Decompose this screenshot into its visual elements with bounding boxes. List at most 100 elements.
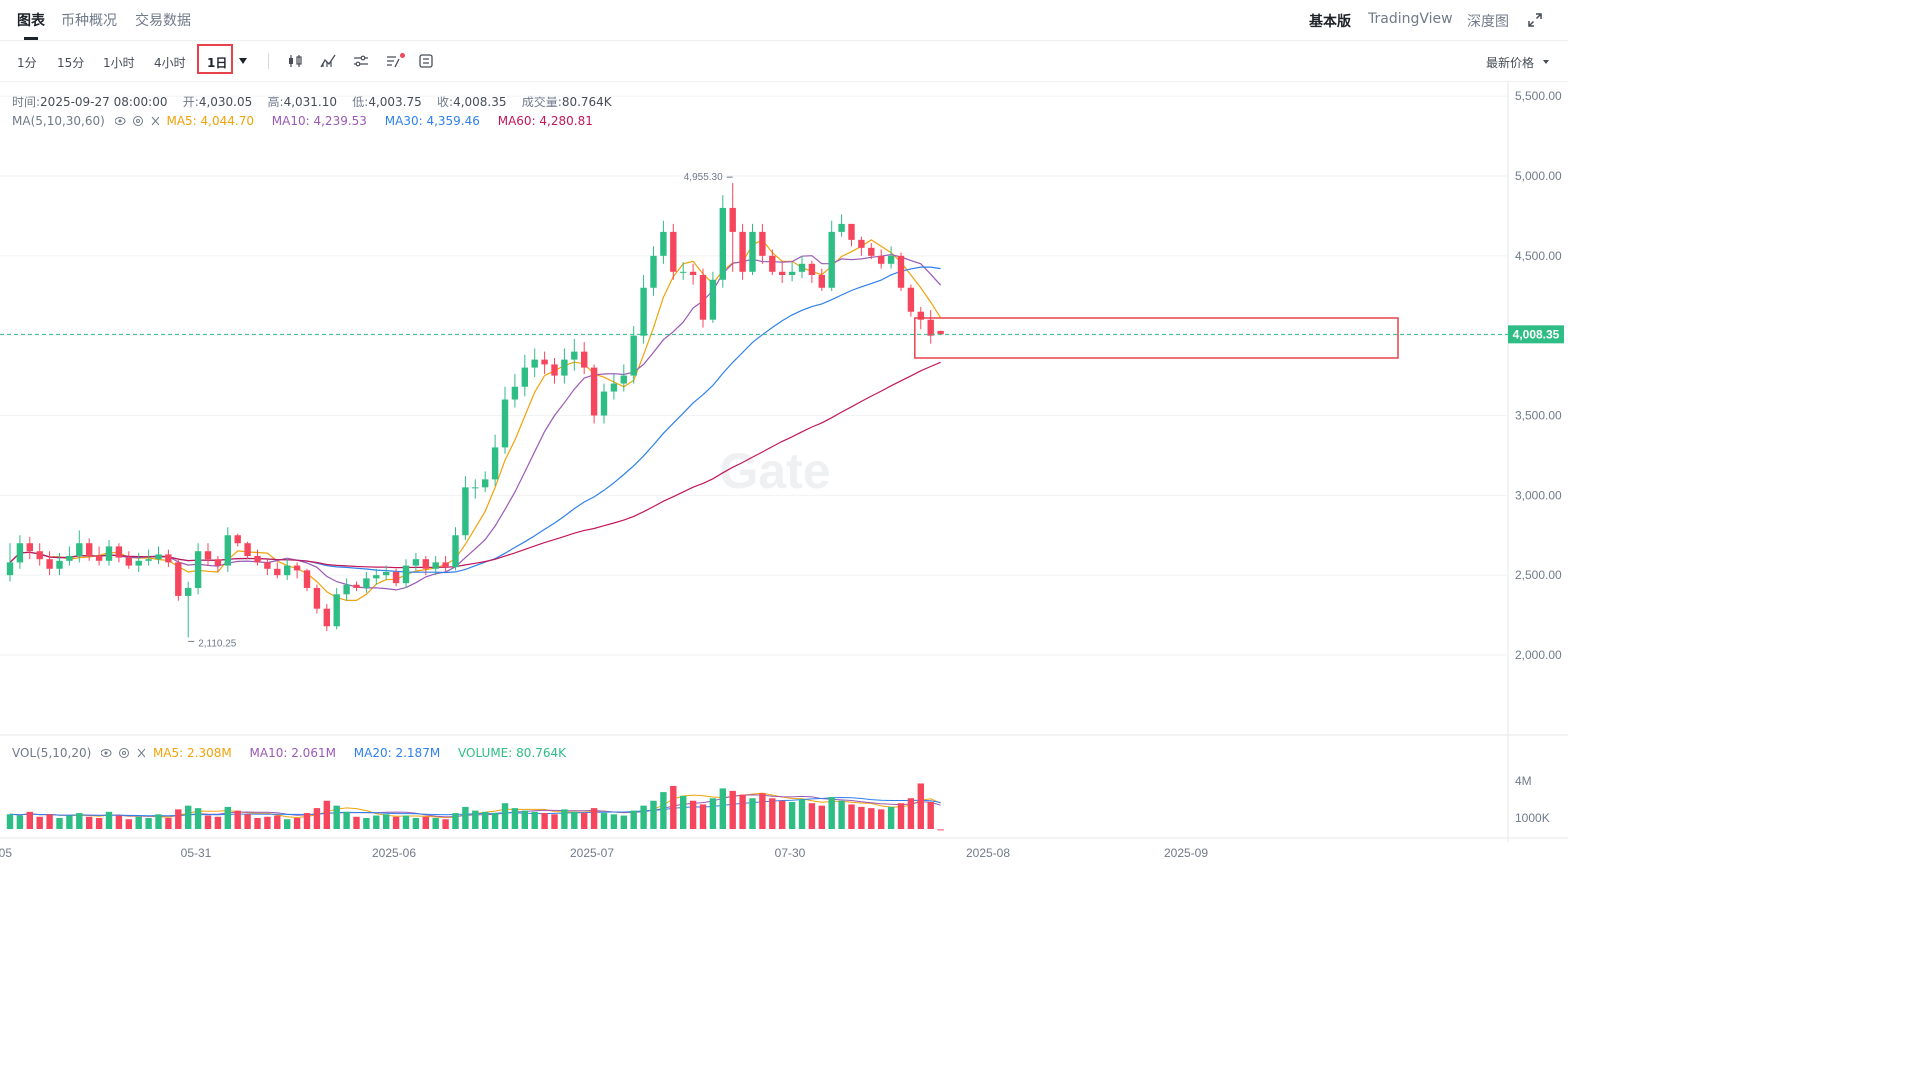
candle-body [521,367,528,387]
candle-body [303,570,311,588]
volume-bar [95,818,103,829]
tab-basic-version[interactable]: 基本版 [1309,14,1351,30]
price-type-select[interactable]: 最新价格 [1486,56,1535,70]
volume-tick-label: 1000K [1515,811,1550,825]
volume-bar [660,792,667,829]
volume-bar [927,801,934,829]
eye-icon[interactable] [114,117,126,125]
high-label: 高: [267,95,284,109]
time-tick-label: 5-05 [0,846,12,860]
indicator-icon[interactable] [320,53,336,69]
volume-bar [66,815,73,829]
candle-body [600,391,608,416]
tab-chart[interactable]: 图表 [17,13,45,29]
candle-body [769,255,776,272]
tab-coin-overview[interactable]: 币种概况 [61,13,117,29]
volume-bar [739,794,746,829]
candle-body [680,271,687,273]
volume-bar [729,790,736,829]
volume-bar [808,803,816,829]
volume-bar [571,811,578,829]
volume-bar [373,815,380,829]
candle-body [56,560,63,569]
candle-body [115,546,123,558]
volume-bar [125,819,132,829]
volume-bar [897,803,905,829]
candle-body [749,231,756,272]
volume-bar [610,814,618,829]
fullscreen-icon[interactable] [1528,12,1542,27]
candle-body [571,351,578,360]
candle-body [175,562,182,596]
timeframe-1h[interactable]: 1小时 [103,56,135,70]
candle-body [333,594,340,627]
candle-body [105,546,113,561]
timeframe-1d[interactable]: 1日 [207,56,228,70]
candle-body [541,359,548,365]
volume-bar [234,810,241,829]
ma30-line [9,266,941,574]
candle-body [125,557,132,566]
chart-toolbar: 1分 15分 1小时 4小时 1日 最新价格 [0,41,1568,82]
timeframe-selected-highlight [197,44,233,74]
settings-gear-icon[interactable] [119,748,130,758]
timeframe-4h[interactable]: 4小时 [154,56,186,70]
volume-bar [680,795,687,829]
tab-trading-data[interactable]: 交易数据 [135,13,191,29]
volume-current-value: VOLUME: 80.764K [458,746,566,760]
price-tick-label: 2,000.00 [1515,648,1562,662]
ma60-line [9,361,941,569]
tab-tradingview[interactable]: TradingView [1368,11,1453,27]
volume-bar [115,815,123,829]
volume-bar [472,810,479,829]
candlestick-chart[interactable]: 2,000.002,500.003,000.003,500.004,000.00… [0,82,1568,882]
volume-bar [650,800,657,829]
candle-body [313,587,321,609]
volume-bar [175,809,182,829]
volume-bar [36,816,43,829]
volume-bar [640,805,647,829]
candle-body [798,263,806,272]
candle-body [709,279,717,320]
close-value: 4,008.35 [453,95,507,109]
candle-body [284,565,291,576]
price-tick-label: 5,500.00 [1515,89,1562,103]
timeframe-15m[interactable]: 15分 [57,56,85,70]
candle-body [689,271,697,275]
volume-label: 成交量: [521,95,562,109]
candlestick-type-icon[interactable] [287,53,303,69]
ma5-value: MA5: 4,044.70 [166,114,254,128]
eye-icon[interactable] [100,749,112,757]
timeframe-dropdown-icon[interactable] [239,58,247,64]
drawing-tools-icon[interactable] [386,53,402,69]
ma-indicator-row: MA(5,10,30,60) MA5: 4,044.70 MA10: 4,239… [12,114,593,128]
candle-body [937,330,944,335]
candle-body [640,287,647,336]
volume-bar [749,798,756,829]
settings-icon[interactable] [418,53,434,69]
price-type-caret-icon[interactable] [1543,60,1549,64]
ohlc-info-row: 时间:2025-09-27 08:00:00 开:4,030.05 高:4,03… [12,93,612,110]
time-tick-label: 07-30 [775,846,806,860]
candle-body [561,359,568,376]
candle-body [848,223,855,240]
volume-bar [699,804,707,829]
settings-gear-icon[interactable] [132,116,143,126]
candle-body [165,554,172,563]
volume-bar [482,811,489,829]
toolbar-divider [268,53,269,69]
volume-bar [670,785,677,829]
candle-body [887,255,895,264]
volume-bar [165,818,172,829]
volume-bar [264,816,271,829]
price-tick-label: 5,000.00 [1515,169,1562,183]
time-tick-label: 2025-08 [966,846,1010,860]
close-icon[interactable] [137,748,146,758]
candle-body [422,559,429,569]
volume-bar [798,799,806,829]
compare-icon[interactable] [353,53,369,69]
timeframe-1m[interactable]: 1分 [17,56,37,70]
volume-bar [848,804,855,829]
tab-depth-chart[interactable]: 深度图 [1467,14,1509,30]
close-icon[interactable] [151,116,160,126]
